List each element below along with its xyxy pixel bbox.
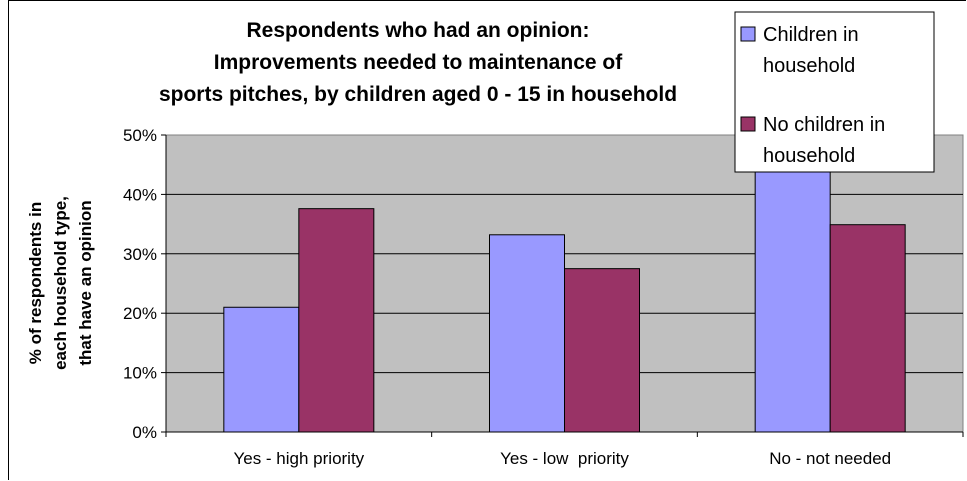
y-tick-label: 20% [123, 304, 157, 323]
y-axis-label: % of respondents in each household type,… [26, 196, 95, 370]
bar-children-in-household [223, 306, 300, 433]
y-axis-label-line-1: % of respondents in [26, 202, 45, 364]
bar-children-in-household [489, 234, 565, 433]
y-tick-label: 40% [123, 185, 157, 204]
legend-label-children-line-1: Children in [763, 24, 859, 46]
legend: Children in household No children in hou… [734, 11, 935, 173]
y-axis-label-line-2: each household type, [51, 196, 70, 370]
legend-swatch-no-children [740, 116, 756, 132]
y-ticks: 0% 10% 20% 30% 40% 50% [123, 126, 166, 442]
chart-title-line-1: Respondents who had an opinion: [247, 19, 590, 42]
bars [223, 163, 906, 433]
y-axis-label-line-3: that have an opinion [76, 200, 95, 365]
bar-children-in-household [754, 163, 831, 433]
y-tick-label: 0% [132, 423, 157, 442]
legend-label-children-line-2: household [763, 55, 855, 77]
y-tick-label: 50% [123, 126, 157, 145]
y-tick-label: 30% [123, 245, 157, 264]
x-category-label: Yes - high priority [233, 449, 364, 468]
bar-no-children-in-household [829, 224, 906, 433]
bar-no-children-in-household [298, 208, 375, 433]
chart-title-line-3: sports pitches, by children aged 0 - 15 … [159, 83, 677, 106]
y-tick-label: 10% [123, 364, 157, 383]
legend-label-no-children-line-2: household [763, 145, 855, 167]
x-category-label: Yes - low priority [500, 449, 629, 468]
legend-swatch-children [740, 26, 756, 42]
legend-box [734, 11, 935, 173]
legend-label-no-children-line-1: No children in [763, 114, 885, 136]
x-ticks: Yes - high priority Yes - low priority No … [165, 432, 964, 468]
bar-no-children-in-household [564, 268, 640, 433]
chart-title-line-2: Improvements needed to maintenance of [214, 51, 623, 74]
x-category-label: No - not needed [769, 449, 891, 468]
